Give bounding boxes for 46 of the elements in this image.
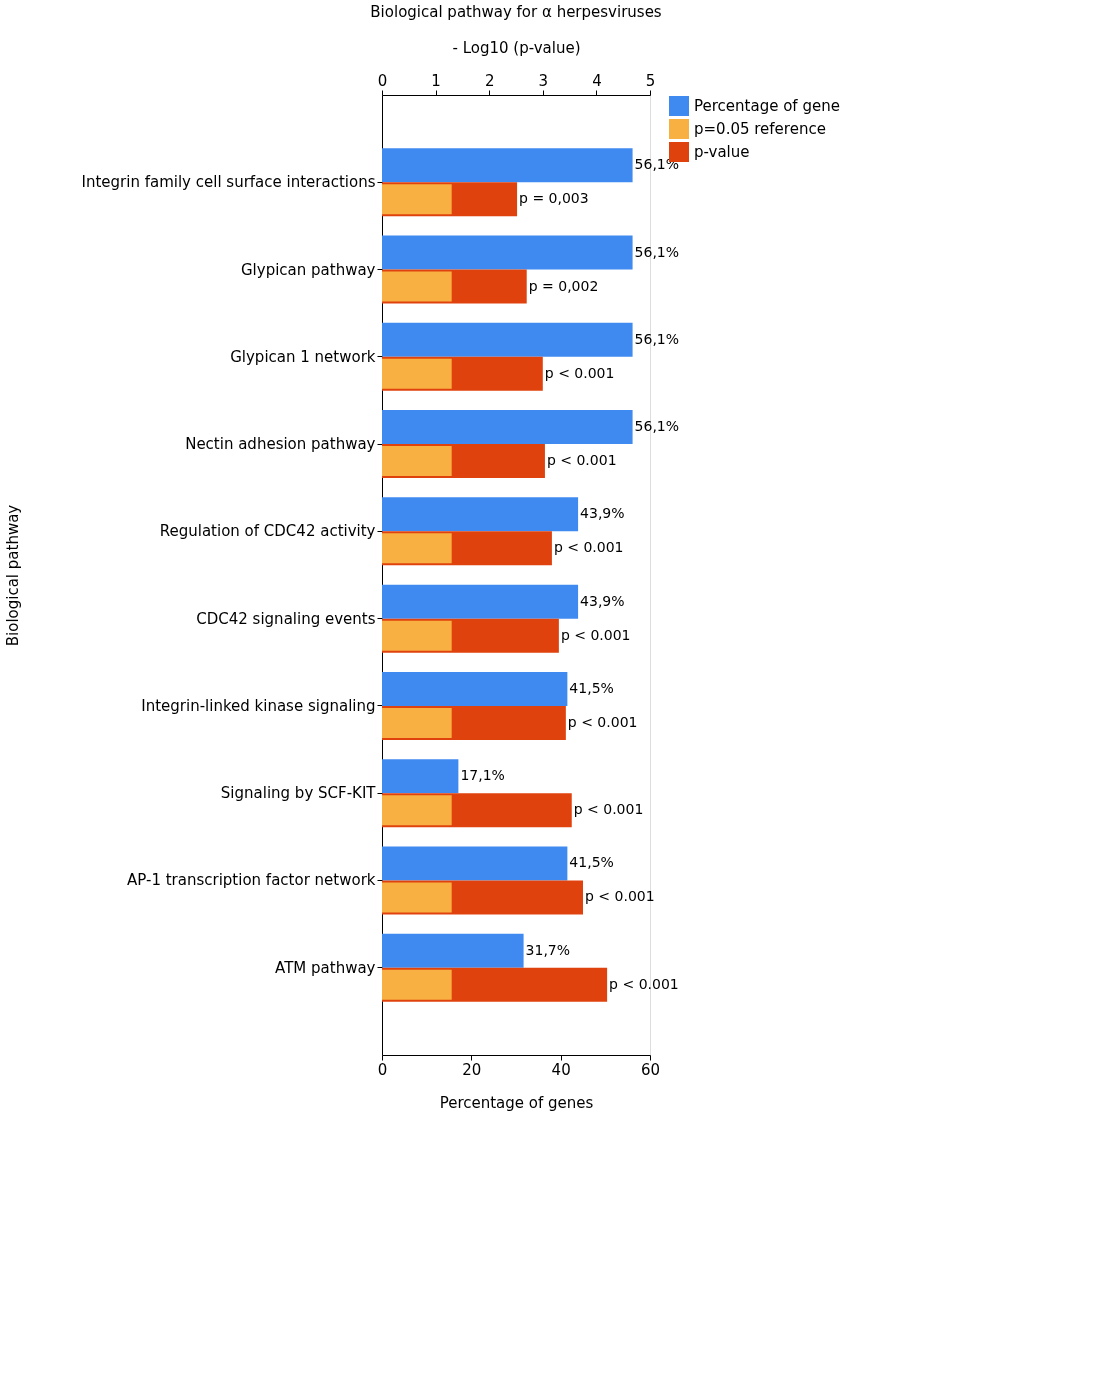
x-tick-label: 0 (377, 1060, 388, 1079)
x2-tick-label: 2 (484, 71, 495, 90)
y-tick-label: Glypican 1 network (230, 347, 376, 366)
legend-label: p-value (694, 143, 750, 161)
annotation: p = 0,003 (519, 190, 589, 207)
chart-title: Biological pathway for α herpesviruses (370, 3, 662, 21)
data-label: 17,1% (460, 767, 505, 784)
y-tick-label: Signaling by SCF-KIT (220, 784, 377, 803)
y-tick-label: Glypican pathway (240, 260, 376, 279)
data-label: 56,1% (634, 330, 680, 347)
y-tick-label: CDC42 signaling events (196, 609, 376, 628)
y-tick-label: Integrin family cell surface interactions (81, 173, 376, 192)
x2-tick-label: 1 (431, 71, 441, 90)
annotation: p < 0.001 (567, 713, 638, 730)
x-tick-label: 40 (551, 1060, 571, 1079)
y-tick-label: Integrin-linked kinase signaling (141, 696, 376, 715)
x2-tick-label: 0 (377, 71, 388, 90)
annotation: p < 0.001 (546, 452, 617, 469)
x2-tick-label: 3 (538, 71, 549, 90)
annotation: p < 0.001 (560, 626, 631, 643)
data-label: 41,5% (569, 679, 614, 696)
x2-tick-label: 5 (645, 71, 656, 90)
y-axis-title: Biological pathway (3, 504, 22, 647)
x-tick-label: 20 (462, 1060, 482, 1079)
y-tick-label: Nectin adhesion pathway (185, 435, 376, 454)
x-tick-label: 60 (640, 1060, 661, 1079)
data-label: 41,5% (569, 854, 614, 871)
x-axis-title: Percentage of genes (439, 1093, 594, 1112)
y-tick-label: AP-1 transcription factor network (127, 871, 376, 890)
annotation: p < 0.001 (573, 801, 644, 818)
y-tick-label: Regulation of CDC42 activity (159, 522, 376, 541)
annotation: p < 0.001 (609, 975, 679, 992)
data-label: 56,1% (634, 243, 680, 260)
annotation: p = 0,002 (528, 277, 599, 294)
data-label: 43,9% (580, 592, 625, 609)
legend-label: p=0.05 reference (694, 120, 826, 138)
data-label: 31,7% (525, 941, 571, 958)
data-label: 43,9% (580, 505, 625, 522)
x2-tick-label: 4 (592, 71, 602, 90)
annotation: p < 0.001 (585, 888, 655, 905)
annotation: p < 0.001 (553, 539, 624, 556)
annotation: p < 0.001 (544, 364, 615, 381)
data-label: 56,1% (634, 418, 680, 435)
x2-axis-title: - Log10 (p-value) (452, 38, 581, 57)
y-tick-label: ATM pathway (275, 958, 376, 977)
legend-label: Percentage of gene (694, 97, 840, 115)
